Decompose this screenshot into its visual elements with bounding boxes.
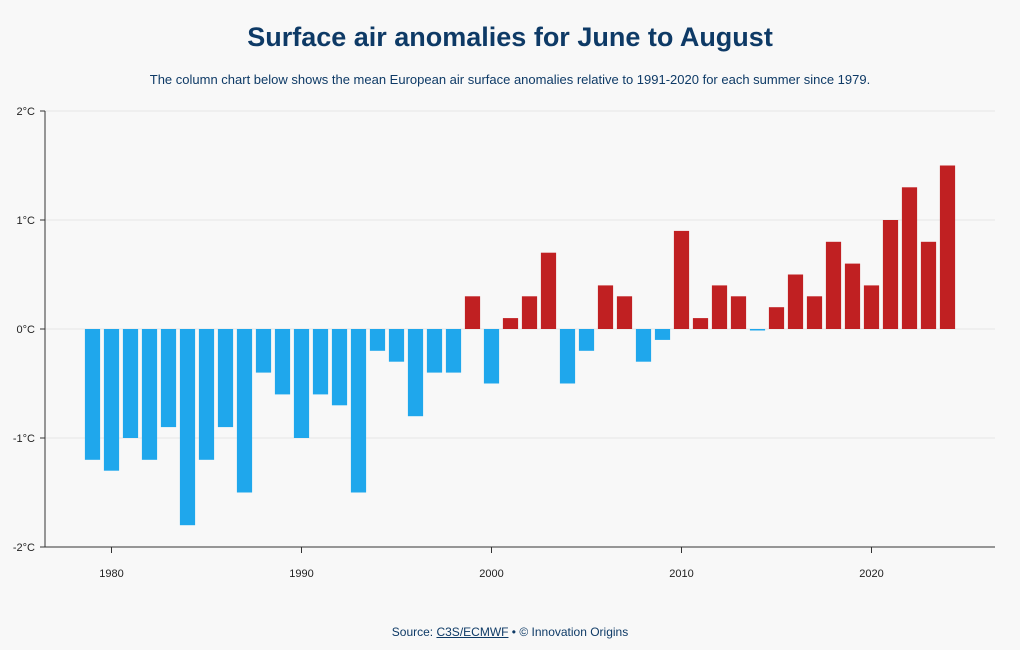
bar-2010[interactable]	[673, 230, 690, 329]
bar-1999[interactable]	[464, 296, 481, 329]
bar-1986[interactable]	[217, 329, 234, 428]
y-tick-label: -1°C	[13, 433, 35, 445]
bar-2024[interactable]	[939, 165, 956, 330]
bar-2001[interactable]	[502, 318, 519, 329]
chart-subtitle: The column chart below shows the mean Eu…	[149, 72, 871, 87]
x-tick-label: 2000	[479, 568, 503, 580]
bar-2005[interactable]	[578, 329, 595, 351]
bar-2015[interactable]	[768, 307, 785, 329]
bar-1992[interactable]	[331, 329, 348, 406]
bar-1985[interactable]	[198, 329, 215, 460]
bar-2019[interactable]	[844, 263, 861, 329]
bar-1994[interactable]	[369, 329, 386, 351]
bar-1980[interactable]	[103, 329, 120, 471]
bars	[84, 165, 956, 526]
bar-2023[interactable]	[920, 241, 937, 329]
bar-1983[interactable]	[160, 329, 177, 428]
y-tick-label: 2°C	[17, 106, 36, 118]
bar-2012[interactable]	[711, 285, 728, 329]
x-tick-label: 1980	[99, 568, 123, 580]
bar-1993[interactable]	[350, 329, 367, 493]
bar-2002[interactable]	[521, 296, 538, 329]
bar-2021[interactable]	[882, 220, 899, 329]
source-line: Source: C3S/ECMWF • © Innovation Origins	[0, 625, 1020, 639]
bar-1987[interactable]	[236, 329, 253, 493]
source-link[interactable]: C3S/ECMWF	[436, 625, 509, 639]
bar-2017[interactable]	[806, 296, 823, 329]
y-tick-label: 0°C	[17, 324, 36, 336]
bar-2009[interactable]	[654, 329, 671, 340]
axes: 2°C 1°C 0°C -1°C -2°C 1980 1990 2000 2010 2020	[13, 106, 995, 580]
bar-2018[interactable]	[825, 241, 842, 329]
bar-2016[interactable]	[787, 274, 804, 330]
bar-2004[interactable]	[559, 329, 576, 384]
bar-1984[interactable]	[179, 329, 196, 526]
bar-1998[interactable]	[445, 329, 462, 373]
x-tick-label: 2020	[859, 568, 883, 580]
y-tick-label: -2°C	[13, 542, 35, 554]
bar-2020[interactable]	[863, 285, 880, 329]
bar-2011[interactable]	[692, 318, 709, 329]
bar-1979[interactable]	[84, 329, 101, 460]
bar-1995[interactable]	[388, 329, 405, 362]
bar-2013[interactable]	[730, 296, 747, 329]
bar-1991[interactable]	[312, 329, 329, 395]
bar-1982[interactable]	[141, 329, 158, 460]
bar-2008[interactable]	[635, 329, 652, 362]
bar-1997[interactable]	[426, 329, 443, 373]
bar-2000[interactable]	[483, 329, 500, 384]
bar-2014[interactable]	[749, 329, 766, 331]
bar-1996[interactable]	[407, 329, 424, 417]
bar-1981[interactable]	[122, 329, 139, 438]
x-tick-label: 2010	[669, 568, 693, 580]
y-tick-label: 1°C	[17, 215, 36, 227]
bar-2006[interactable]	[597, 285, 614, 329]
bar-2003[interactable]	[540, 252, 557, 329]
chart-title: Surface air anomalies for June to August	[247, 22, 773, 52]
bar-2007[interactable]	[616, 296, 633, 329]
source-suffix: • © Innovation Origins	[508, 625, 629, 639]
bar-1990[interactable]	[293, 329, 310, 438]
source-prefix: Source:	[391, 625, 437, 639]
bar-1989[interactable]	[274, 329, 291, 395]
bar-2022[interactable]	[901, 187, 918, 329]
x-tick-label: 1990	[289, 568, 313, 580]
bar-1988[interactable]	[255, 329, 272, 373]
